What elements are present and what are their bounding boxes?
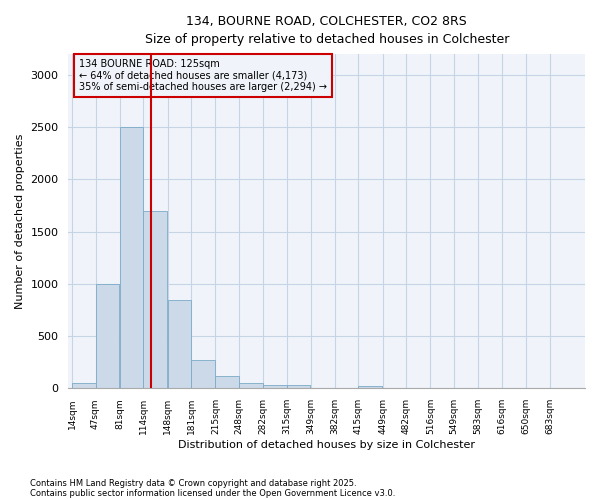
- Text: Contains public sector information licensed under the Open Government Licence v3: Contains public sector information licen…: [30, 488, 395, 498]
- Bar: [239, 383, 263, 388]
- Text: 134 BOURNE ROAD: 125sqm
← 64% of detached houses are smaller (4,173)
35% of semi: 134 BOURNE ROAD: 125sqm ← 64% of detache…: [79, 59, 327, 92]
- Bar: [191, 360, 215, 388]
- Bar: [143, 211, 167, 388]
- Bar: [263, 385, 287, 388]
- Bar: [215, 376, 239, 388]
- Title: 134, BOURNE ROAD, COLCHESTER, CO2 8RS
Size of property relative to detached hous: 134, BOURNE ROAD, COLCHESTER, CO2 8RS Si…: [145, 15, 509, 46]
- Bar: [358, 386, 382, 388]
- Y-axis label: Number of detached properties: Number of detached properties: [15, 134, 25, 309]
- Bar: [120, 127, 143, 388]
- Bar: [72, 383, 95, 388]
- X-axis label: Distribution of detached houses by size in Colchester: Distribution of detached houses by size …: [178, 440, 475, 450]
- Bar: [287, 385, 310, 388]
- Text: Contains HM Land Registry data © Crown copyright and database right 2025.: Contains HM Land Registry data © Crown c…: [30, 478, 356, 488]
- Bar: [95, 284, 119, 389]
- Bar: [167, 300, 191, 388]
